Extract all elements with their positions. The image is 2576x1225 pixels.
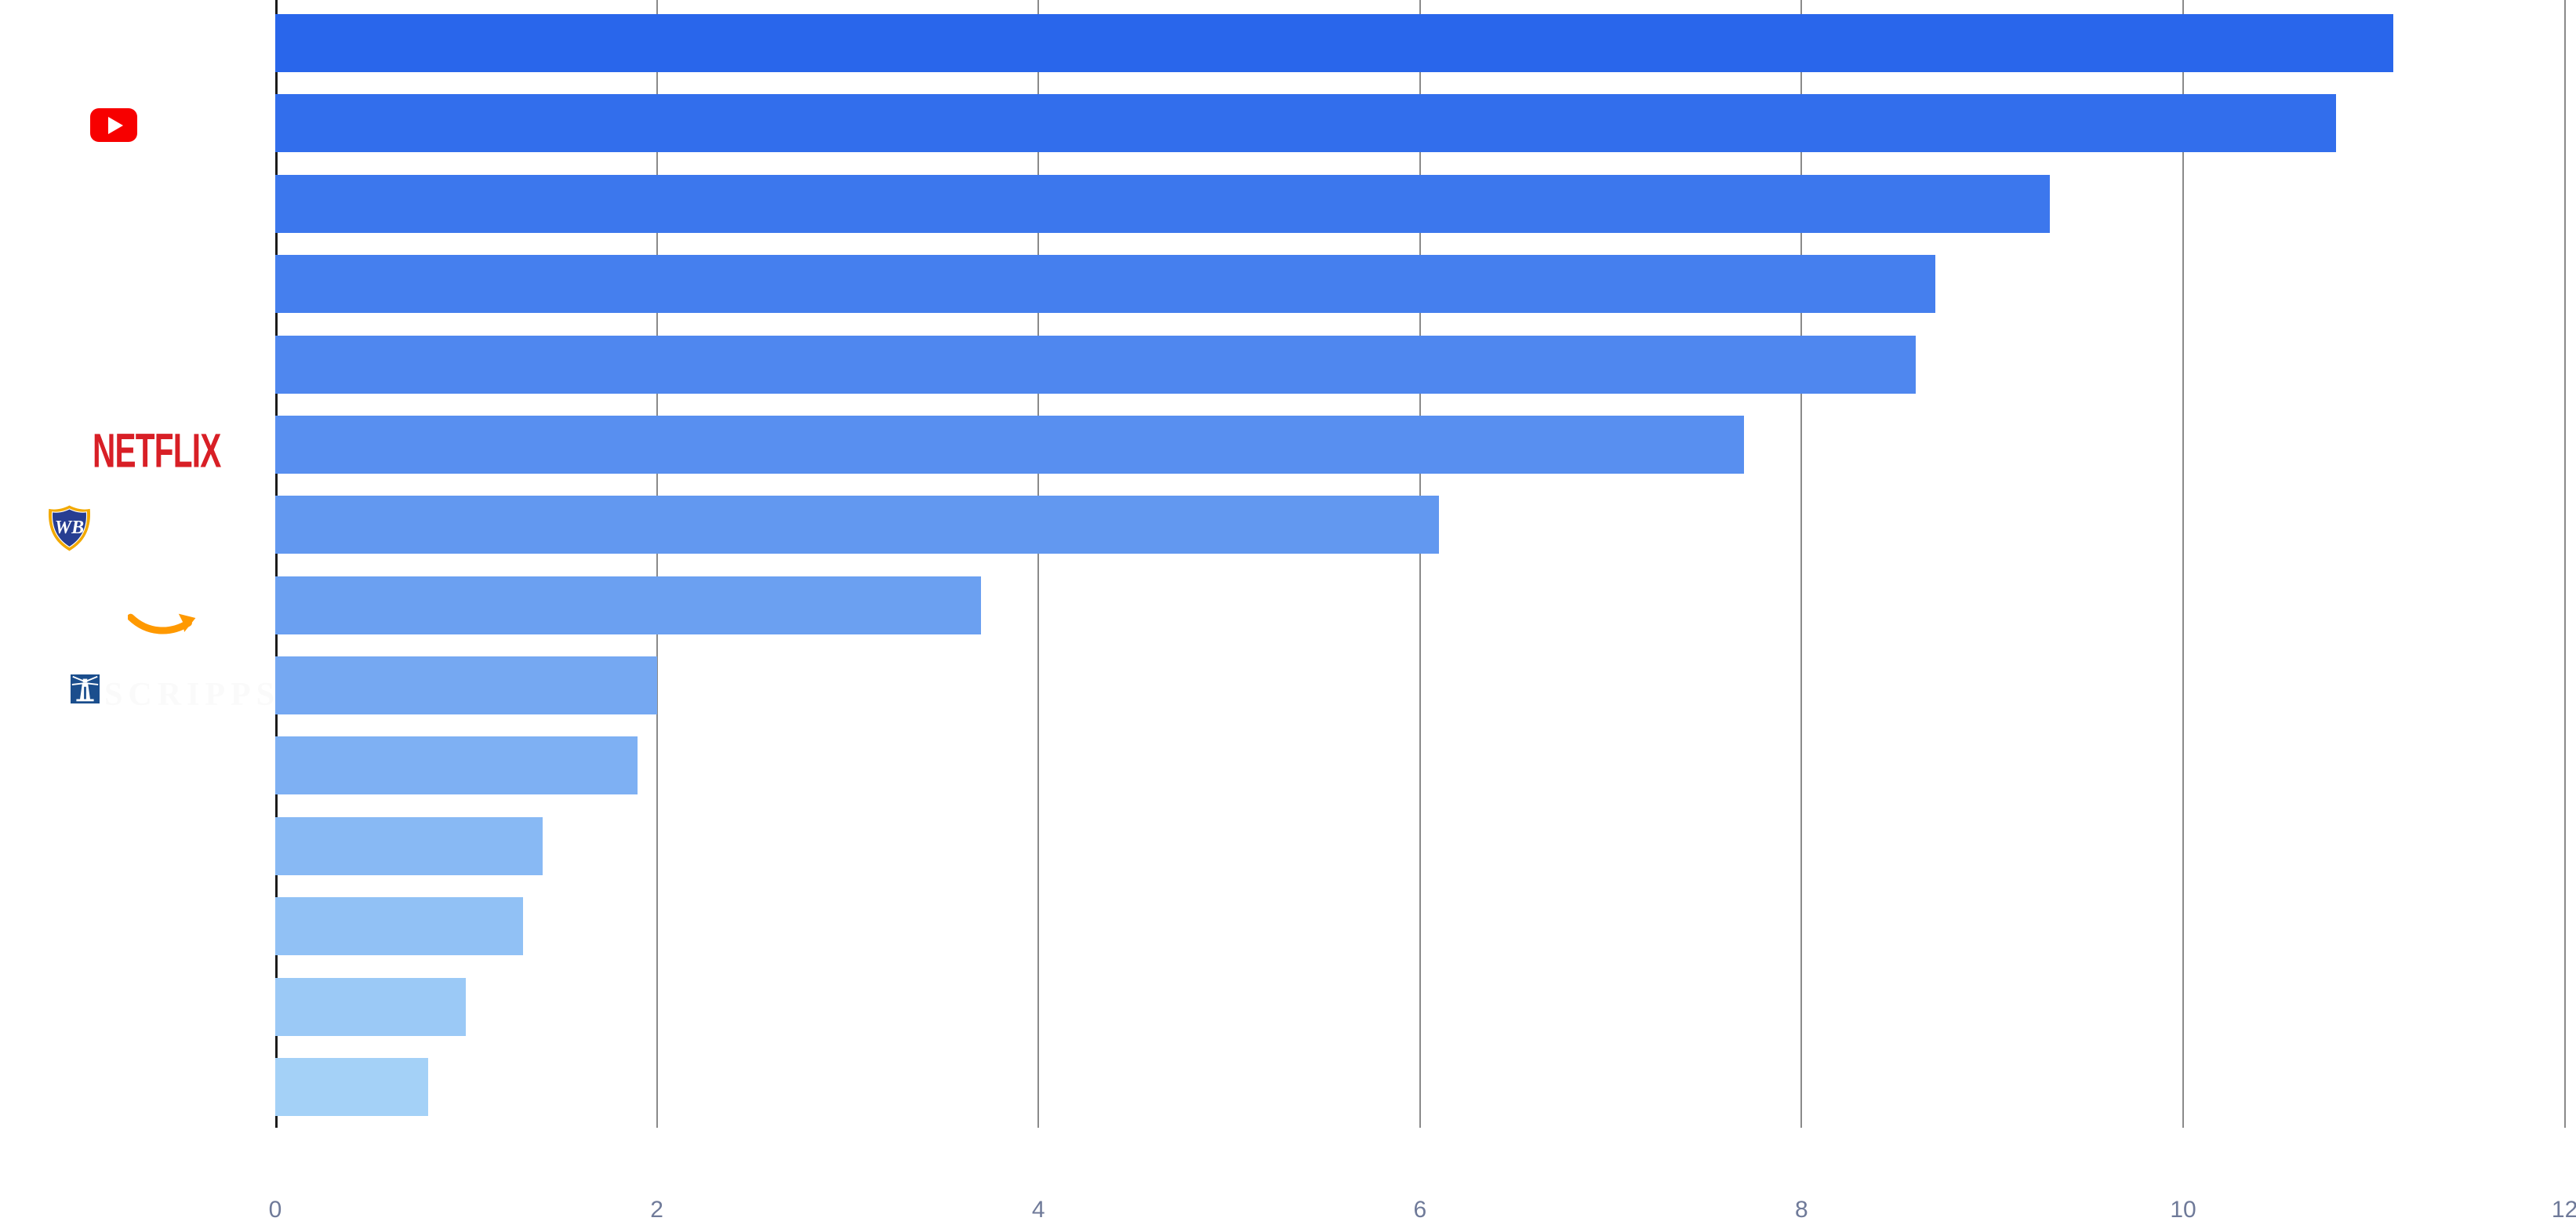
bar-row-3[interactable] [275,174,2050,233]
youtube-play-icon [107,116,123,134]
amazon-smile-icon [128,613,196,634]
scripps-lighthouse-tower [76,678,94,702]
bar-amazon[interactable] [275,576,982,634]
bar-warner-bros[interactable] [275,496,1440,554]
gridline-x-4 [1037,0,1040,1128]
scripps-wordmark-text: SCRIPPS [104,677,281,713]
gridline-x-8 [1800,0,1803,1128]
x-tick-label-8: 8 [1795,1197,1808,1223]
youtube-logo-icon [90,108,137,142]
bar-row-14[interactable] [275,1057,428,1116]
amazon-smile-arrowhead [178,613,196,632]
bar-youtube[interactable] [275,94,2336,153]
bar-row-4[interactable] [275,255,1935,314]
x-tick-label-10: 10 [2170,1197,2196,1223]
warner-bros-logo-icon: WB [48,505,91,551]
amazon-smile-curve [128,613,192,634]
bar-row-13[interactable] [275,977,467,1036]
x-tick-label-12: 12 [2551,1197,2576,1223]
gridline-x-12 [2563,0,2566,1128]
wb-monogram-text: WB [55,518,84,538]
bar-row-12[interactable] [275,897,524,956]
bar-row-11[interactable] [275,816,543,875]
y-axis-line [275,0,278,1128]
wb-shield-blue [51,508,88,548]
bar-scripps[interactable] [275,656,657,715]
bar-row-1[interactable] [275,14,2393,72]
gridline-x-6 [1419,0,1421,1128]
x-tick-label-4: 4 [1031,1197,1045,1223]
gridline-x-2 [656,0,658,1128]
bar-netflix[interactable] [275,415,1745,474]
bar-row-10[interactable] [275,736,638,795]
netflix-logo-icon: NETFLIX [93,424,221,478]
x-tick-label-6: 6 [1413,1197,1427,1223]
x-tick-label-2: 2 [650,1197,663,1223]
bar-row-5[interactable] [275,335,1917,394]
scripps-lighthouse-icon [71,674,100,703]
x-tick-label-0: 0 [268,1197,282,1223]
gridline-x-10 [2182,0,2184,1128]
